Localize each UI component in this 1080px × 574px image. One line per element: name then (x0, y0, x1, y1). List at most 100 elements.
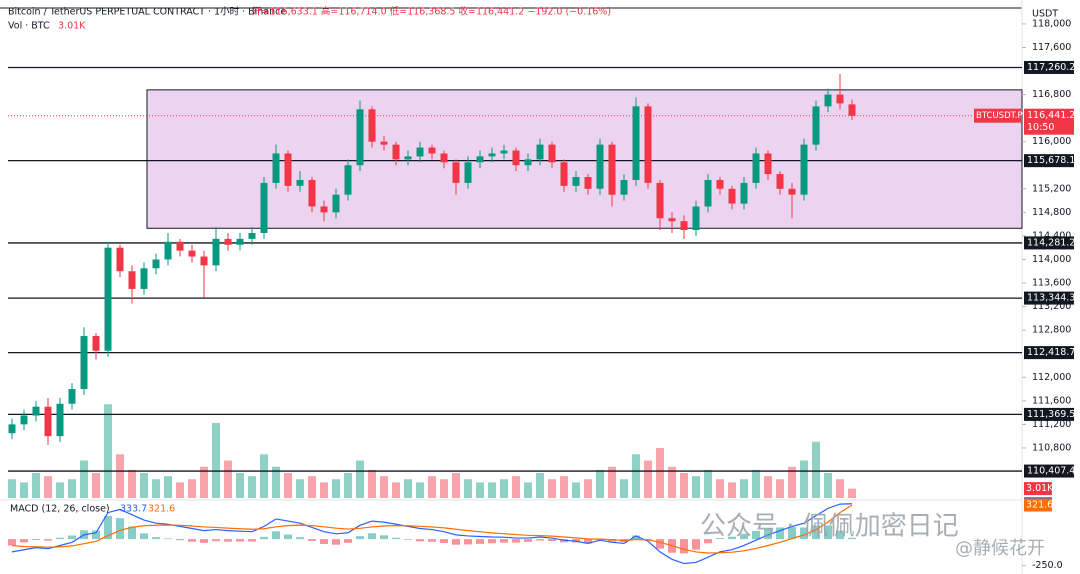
macd-histogram-bar (824, 525, 832, 540)
candle-body (164, 241, 172, 260)
macd-histogram-bar (320, 539, 328, 544)
candle-body (824, 94, 832, 107)
candle-body (152, 259, 160, 269)
macd-histogram-bar (776, 527, 784, 540)
level-label-box (1024, 346, 1074, 360)
macd-histogram-bar (656, 539, 664, 549)
volume-title: Vol · BTC (8, 21, 50, 32)
candle-body (44, 406, 52, 437)
macd-histogram-bar (188, 539, 196, 542)
macd-histogram-bar (176, 539, 184, 541)
macd-layer (8, 503, 856, 565)
candle-body (728, 188, 736, 204)
macd-histogram-bar (8, 539, 16, 546)
macd-histogram-bar (632, 535, 640, 540)
macd-histogram-bar (200, 539, 208, 543)
volume-bar (776, 479, 784, 498)
level-label-box (1024, 464, 1074, 478)
volume-bar (152, 479, 160, 498)
candle-layer (8, 73, 856, 445)
macd-histogram-bar (836, 530, 844, 540)
volume-bar (332, 479, 340, 498)
volume-bar (644, 460, 652, 498)
macd-signal-axis-label: 321.6 (1026, 500, 1053, 511)
candle-body (392, 144, 400, 160)
symbol-title: Bitcoin / TetherUS PERPETUAL CONTRACT · … (8, 6, 286, 18)
watermark: @静候花开 (955, 538, 1045, 559)
candle-body (512, 150, 520, 166)
macd-histogram-bar (476, 539, 484, 544)
macd-histogram-bar (248, 539, 256, 542)
candle-body (452, 162, 460, 183)
macd-histogram-bar (260, 536, 268, 540)
macd-histogram-bar (692, 539, 700, 550)
volume-bar (788, 466, 796, 498)
candle-body (428, 147, 436, 154)
volume-bar (476, 482, 484, 498)
macd-histogram-bar (68, 535, 76, 540)
macd-histogram-bar (308, 539, 316, 541)
macd-histogram-bar (164, 538, 172, 540)
candle-body (440, 153, 448, 163)
candle-body (632, 106, 640, 180)
macd-histogram-bar (404, 539, 412, 540)
level-label-box (1024, 291, 1074, 305)
macd-histogram-bar (680, 539, 688, 554)
level-label: 111,369.5 (1027, 409, 1075, 420)
level-label-box (1024, 60, 1074, 74)
volume-bar (416, 482, 424, 498)
volume-bar (548, 479, 556, 498)
candle-body (584, 177, 592, 189)
volume-bar (248, 476, 256, 498)
macd-histogram-bar (524, 539, 532, 542)
macd-legend-value: 333.7 (120, 504, 147, 515)
macd-histogram-bar (32, 539, 40, 540)
candle-body (236, 238, 244, 245)
macd-histogram-bar (536, 539, 544, 541)
volume-bar (608, 466, 616, 498)
macd-histogram-bar (464, 539, 472, 545)
y-tick-label: 118,000 (1032, 18, 1071, 29)
candle-body (488, 153, 496, 157)
candle-body (644, 106, 652, 183)
volume-bar (140, 473, 148, 498)
macd-histogram-bar (812, 525, 820, 540)
candle-body (248, 232, 256, 239)
macd-histogram-bar (392, 537, 400, 540)
y-tick-label: 113,600 (1032, 278, 1071, 289)
volume-bar (128, 469, 136, 498)
watermark: 公众号 · 佩佩加密日记 (700, 512, 959, 542)
candle-body (416, 147, 424, 157)
volume-bar (728, 482, 736, 498)
candle-body (656, 182, 664, 219)
macd-histogram-bar (548, 539, 556, 542)
macd-histogram-bar (752, 530, 760, 540)
volume-bar (32, 473, 40, 498)
volume-axis-label: 3.01K (1026, 483, 1054, 494)
macd-histogram-bar (512, 539, 520, 543)
volume-bar (284, 473, 292, 498)
candle-body (764, 153, 772, 175)
volume-bar (116, 454, 124, 498)
volume-bar (668, 466, 676, 498)
volume-bar (572, 482, 580, 498)
candle-body (476, 156, 484, 163)
volume-bar (308, 476, 316, 498)
candle-body (812, 106, 820, 145)
candle-body (332, 194, 340, 213)
candle-body (56, 403, 64, 437)
volume-bar (380, 476, 388, 498)
macd-histogram-bar (608, 539, 616, 542)
volume-bar (656, 448, 664, 498)
ohlc-legend: 开=116,633.1 高=116,714.0 低=116,368.5 收=11… (252, 6, 611, 18)
y-tick-label: 117,600 (1032, 42, 1071, 53)
candle-body (272, 153, 280, 183)
zone-layer (146, 89, 1023, 229)
y-tick-label: 111,600 (1032, 395, 1071, 406)
macd-histogram-bar (296, 537, 304, 540)
volume-bar (104, 404, 112, 498)
candle-body (536, 144, 544, 160)
candle-body (380, 141, 388, 145)
last-price-label: 116,441.2 (1027, 110, 1075, 121)
